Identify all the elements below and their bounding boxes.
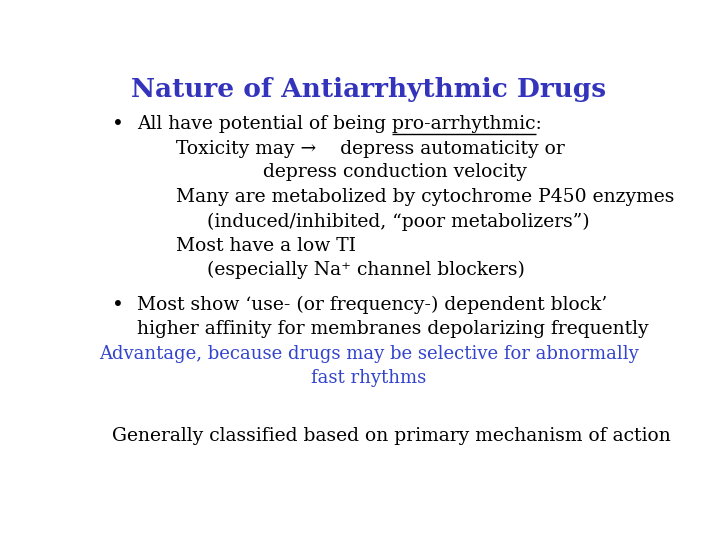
Text: (especially Na⁺ channel blockers): (especially Na⁺ channel blockers) <box>207 261 525 279</box>
Text: All have potential of being pro-arrhythmic: All have potential of being pro-arrhythm… <box>138 114 536 133</box>
Text: higher affinity for membranes depolarizing frequently: higher affinity for membranes depolarizi… <box>138 320 649 338</box>
Text: Generally classified based on primary mechanism of action: Generally classified based on primary me… <box>112 427 671 444</box>
Text: All have potential of being: All have potential of being <box>138 114 392 133</box>
Text: Many are metabolized by cytochrome P450 enzymes: Many are metabolized by cytochrome P450 … <box>176 188 675 206</box>
Text: •: • <box>112 114 124 134</box>
Text: depress conduction velocity: depress conduction velocity <box>263 163 527 181</box>
Text: Most have a low TI: Most have a low TI <box>176 237 356 254</box>
Text: •: • <box>112 295 124 315</box>
Text: Nature of Antiarrhythmic Drugs: Nature of Antiarrhythmic Drugs <box>132 77 606 102</box>
Text: Toxicity may →    depress automaticity or: Toxicity may → depress automaticity or <box>176 140 565 158</box>
Text: fast rhythms: fast rhythms <box>311 369 427 387</box>
Text: All have potential of being: All have potential of being <box>138 114 392 133</box>
Text: All have potential of being pro-arrhythmic:: All have potential of being pro-arrhythm… <box>138 114 542 133</box>
Text: (induced/inhibited, “poor metabolizers”): (induced/inhibited, “poor metabolizers”) <box>207 212 590 231</box>
Text: Most show ‘use- (or frequency-) dependent block’: Most show ‘use- (or frequency-) dependen… <box>138 295 608 314</box>
Text: Advantage, because drugs may be selective for abnormally: Advantage, because drugs may be selectiv… <box>99 346 639 363</box>
